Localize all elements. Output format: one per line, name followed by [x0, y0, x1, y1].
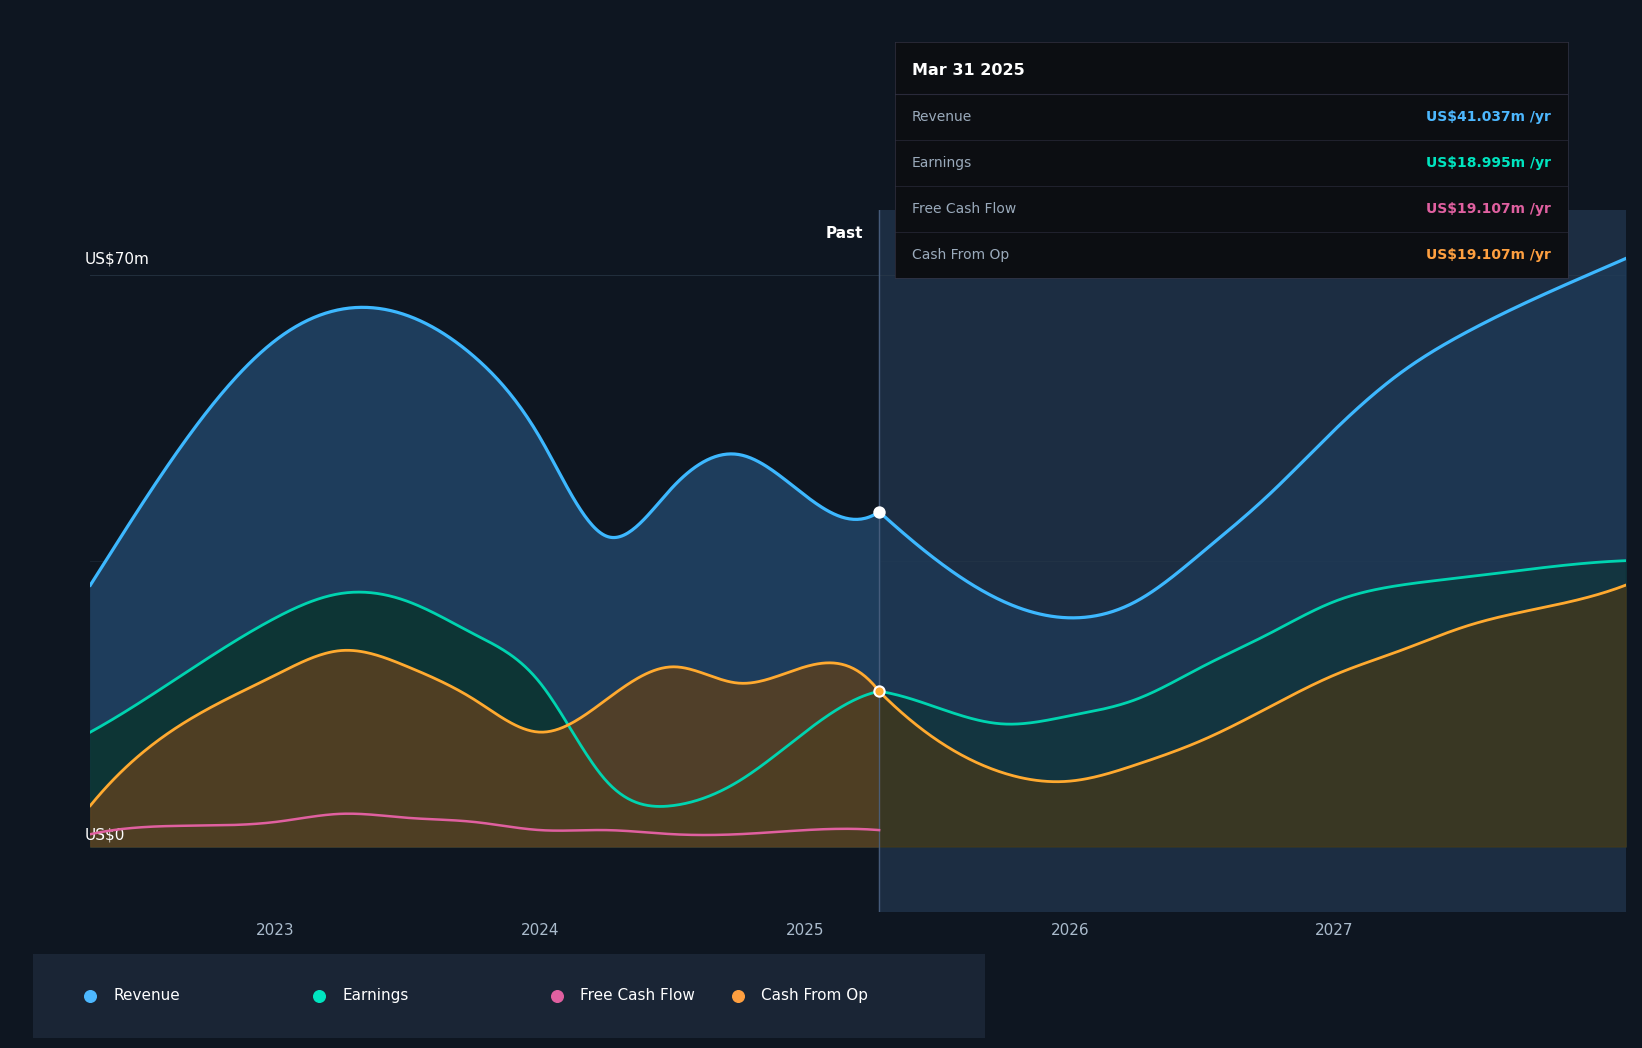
Point — [305, 987, 332, 1004]
Text: US$19.107m /yr: US$19.107m /yr — [1427, 202, 1552, 216]
Point — [77, 987, 103, 1004]
Text: Cash From Op: Cash From Op — [762, 988, 869, 1003]
Point — [865, 683, 892, 700]
Text: US$70m: US$70m — [85, 252, 149, 267]
Text: Free Cash Flow: Free Cash Flow — [581, 988, 695, 1003]
Text: Earnings: Earnings — [342, 988, 409, 1003]
Text: US$41.037m /yr: US$41.037m /yr — [1427, 110, 1552, 124]
Text: Free Cash Flow: Free Cash Flow — [911, 202, 1016, 216]
Text: Revenue: Revenue — [911, 110, 972, 124]
Text: Analysts Forecasts: Analysts Forecasts — [895, 226, 1038, 241]
Text: US$19.107m /yr: US$19.107m /yr — [1427, 247, 1552, 262]
Point — [724, 987, 750, 1004]
Bar — [878, 210, 1626, 912]
Text: Revenue: Revenue — [113, 988, 181, 1003]
Text: Cash From Op: Cash From Op — [911, 247, 1008, 262]
Text: Past: Past — [826, 226, 864, 241]
Point — [544, 987, 570, 1004]
Text: US$0: US$0 — [85, 827, 125, 843]
Point — [865, 503, 892, 520]
Text: Earnings: Earnings — [911, 156, 972, 170]
Text: Mar 31 2025: Mar 31 2025 — [911, 63, 1025, 78]
Text: US$18.995m /yr: US$18.995m /yr — [1427, 156, 1552, 170]
